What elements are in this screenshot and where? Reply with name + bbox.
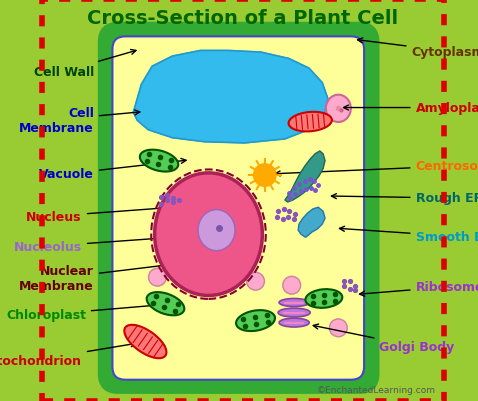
Ellipse shape xyxy=(305,290,342,308)
FancyBboxPatch shape xyxy=(112,37,364,380)
Text: Mitochondrion: Mitochondrion xyxy=(0,342,136,367)
Text: Nucleolus: Nucleolus xyxy=(14,233,212,253)
Ellipse shape xyxy=(279,299,309,307)
Ellipse shape xyxy=(124,325,166,358)
Ellipse shape xyxy=(154,174,262,296)
Ellipse shape xyxy=(198,210,235,251)
Circle shape xyxy=(283,277,301,294)
Polygon shape xyxy=(298,208,325,237)
Ellipse shape xyxy=(326,95,351,123)
Text: Smooth ER: Smooth ER xyxy=(339,227,478,243)
Circle shape xyxy=(329,319,347,337)
Text: Cross-Section of a Plant Cell: Cross-Section of a Plant Cell xyxy=(87,9,398,28)
Ellipse shape xyxy=(279,318,309,327)
Polygon shape xyxy=(285,152,325,203)
Text: Ribosomes: Ribosomes xyxy=(359,280,478,296)
FancyBboxPatch shape xyxy=(102,27,375,390)
Ellipse shape xyxy=(147,292,185,316)
Text: Chloroplast: Chloroplast xyxy=(6,303,160,321)
Text: Centrosome: Centrosome xyxy=(275,160,478,176)
Polygon shape xyxy=(133,51,328,144)
Text: Nuclear
Membrane: Nuclear Membrane xyxy=(19,263,168,293)
Ellipse shape xyxy=(278,308,310,317)
Circle shape xyxy=(149,269,166,286)
Ellipse shape xyxy=(236,310,275,331)
Text: Cytoplasm: Cytoplasm xyxy=(358,39,478,59)
Text: Vacuole: Vacuole xyxy=(39,159,186,181)
Ellipse shape xyxy=(289,113,332,132)
Text: Cell
Membrane: Cell Membrane xyxy=(19,106,140,134)
Text: Cell Wall: Cell Wall xyxy=(33,50,136,79)
Text: ©EnchantedLearning.com: ©EnchantedLearning.com xyxy=(316,385,435,394)
Text: Golgi Body: Golgi Body xyxy=(313,324,455,353)
Circle shape xyxy=(253,164,276,187)
Text: Nucleus: Nucleus xyxy=(26,205,186,223)
Ellipse shape xyxy=(140,150,178,172)
Text: Amyloplast: Amyloplast xyxy=(344,102,478,115)
Circle shape xyxy=(247,273,264,290)
Text: Rough ER: Rough ER xyxy=(331,192,478,205)
